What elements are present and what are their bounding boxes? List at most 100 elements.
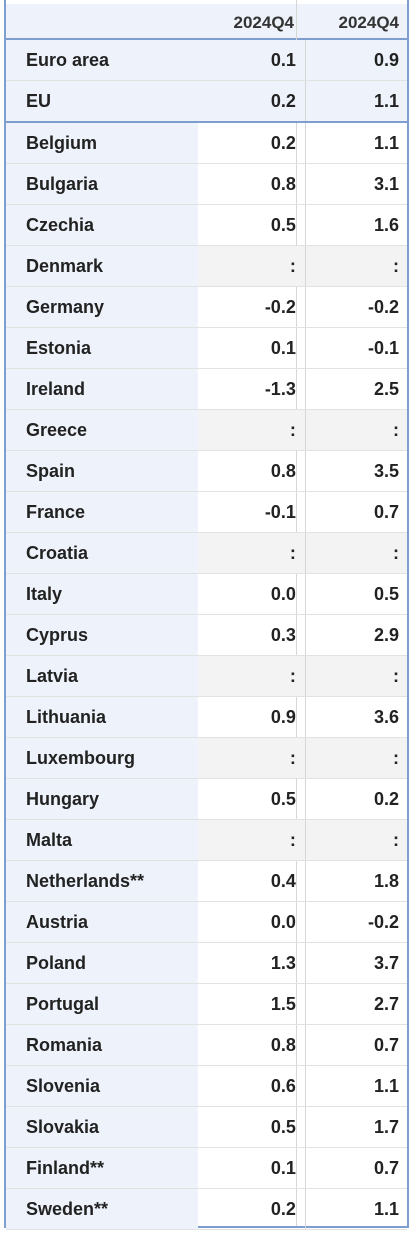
country-cell: Sweden**: [6, 1188, 198, 1230]
value-cell-1: 0.3: [197, 614, 306, 656]
country-cell: Netherlands**: [6, 860, 198, 902]
table-row: Belgium 0.2 1.1: [6, 122, 407, 164]
table-row: Ireland -1.3 2.5: [6, 368, 407, 410]
table-row: Spain 0.8 3.5: [6, 450, 407, 492]
country-cell: Poland: [6, 942, 198, 984]
table-row: Italy 0.0 0.5: [6, 573, 407, 615]
table-row: Finland** 0.1 0.7: [6, 1147, 407, 1189]
value-cell-1: -1.3: [197, 368, 306, 410]
value-cell-1: 0.2: [197, 1188, 306, 1230]
value-cell-2: 3.5: [304, 450, 407, 492]
table-row: Sweden** 0.2 1.1: [6, 1188, 407, 1230]
value-cell-1: 0.1: [197, 327, 306, 369]
value-cell-1: -0.1: [197, 491, 306, 533]
value-cell-1: 0.1: [197, 1147, 306, 1189]
value-cell-1: 0.8: [197, 450, 306, 492]
value-cell-1: 0.6: [197, 1065, 306, 1107]
country-cell: Hungary: [6, 778, 198, 820]
value-cell-2: 3.7: [304, 942, 407, 984]
table-row: Euro area 0.1 0.9: [6, 40, 407, 81]
value-cell-2: 0.7: [304, 1147, 407, 1189]
table-row: Latvia::: [6, 655, 407, 697]
table-row: Slovenia 0.6 1.1: [6, 1065, 407, 1107]
value-cell-2: -0.2: [304, 901, 407, 943]
top-strip: [6, 0, 407, 4]
value-cell-1: 0.5: [197, 778, 306, 820]
value-cell-1: 1.5: [197, 983, 306, 1025]
value-cell-1: 0.0: [197, 901, 306, 943]
table-row: Austria 0.0 -0.2: [6, 901, 407, 943]
country-cell: Belgium: [6, 122, 198, 164]
table-row: Croatia::: [6, 532, 407, 574]
value-cell-1: 0.9: [197, 696, 306, 738]
table-row: Slovakia 0.5 1.7: [6, 1106, 407, 1148]
value-cell-1: 0.5: [197, 204, 306, 246]
country-cell: France: [6, 491, 198, 533]
value-cell-2: 1.1: [304, 1188, 407, 1230]
country-cell: Slovakia: [6, 1106, 198, 1148]
value-cell-2: :: [304, 655, 407, 697]
value-cell-2: 1.8: [304, 860, 407, 902]
value-cell-2: 1.1: [304, 1065, 407, 1107]
table-row: EU 0.2 1.1: [6, 80, 407, 123]
value-cell-2: 0.5: [304, 573, 407, 615]
value-cell-2: 0.2: [304, 778, 407, 820]
table-header: 2024Q4 2024Q4: [6, 4, 407, 40]
table-row: Czechia 0.5 1.6: [6, 204, 407, 246]
value-cell-1: 0.8: [197, 163, 306, 205]
value-cell-2: :: [304, 409, 407, 451]
country-cell: Greece: [6, 409, 198, 451]
value-cell-2: :: [304, 532, 407, 574]
table-row: Portugal 1.5 2.7: [6, 983, 407, 1025]
country-cell: Italy: [6, 573, 198, 615]
value-cell-2: 2.9: [304, 614, 407, 656]
column-header-2: 2024Q4: [338, 13, 400, 32]
country-cell: Croatia: [6, 532, 198, 574]
country-cell: Austria: [6, 901, 198, 943]
table-row: Greece::: [6, 409, 407, 451]
value-cell-2: 0.7: [304, 491, 407, 533]
country-cell: Estonia: [6, 327, 198, 369]
value-cell-2: 1.1: [304, 122, 407, 164]
country-cell: Finland**: [6, 1147, 198, 1189]
country-cell: Cyprus: [6, 614, 198, 656]
value-cell-1: :: [197, 245, 306, 287]
country-cell: Luxembourg: [6, 737, 198, 779]
value-cell-2: -0.1: [304, 327, 407, 369]
value-cell-1: :: [197, 409, 306, 451]
table-row: Poland 1.3 3.7: [6, 942, 407, 984]
country-cell: Lithuania: [6, 696, 198, 738]
value-cell-2: 2.7: [304, 983, 407, 1025]
value-cell-2: 1.1: [304, 80, 407, 123]
table-row: Bulgaria 0.8 3.1: [6, 163, 407, 205]
value-cell-2: -0.2: [304, 286, 407, 328]
value-cell-1: :: [197, 819, 306, 861]
data-table-frame: 2024Q4 2024Q4 Euro area 0.1 0.9 EU 0.2 1.1 Bel…: [4, 0, 409, 1230]
value-cell-2: 1.7: [304, 1106, 407, 1148]
table-row: Luxembourg::: [6, 737, 407, 779]
value-cell-1: :: [197, 655, 306, 697]
value-cell-1: :: [197, 737, 306, 779]
value-cell-1: 0.2: [197, 80, 306, 123]
data-table: Euro area 0.1 0.9 EU 0.2 1.1 Belgium 0.2 1.1 Bulg…: [6, 40, 407, 1230]
table-row: France -0.1 0.7: [6, 491, 407, 533]
country-cell: Malta: [6, 819, 198, 861]
table-row: Malta::: [6, 819, 407, 861]
value-cell-1: 0.2: [197, 122, 306, 164]
value-cell-1: 0.0: [197, 573, 306, 615]
country-cell: Latvia: [6, 655, 198, 697]
table-row: Romania 0.8 0.7: [6, 1024, 407, 1066]
column-header-1: 2024Q4: [233, 13, 295, 32]
country-cell: Bulgaria: [6, 163, 198, 205]
table-row: Estonia 0.1 -0.1: [6, 327, 407, 369]
value-cell-2: 2.5: [304, 368, 407, 410]
value-cell-1: 1.3: [197, 942, 306, 984]
value-cell-1: 0.1: [197, 40, 306, 81]
country-cell: Ireland: [6, 368, 198, 410]
table-row: Cyprus 0.3 2.9: [6, 614, 407, 656]
country-cell: Germany: [6, 286, 198, 328]
value-cell-2: :: [304, 737, 407, 779]
country-cell: Romania: [6, 1024, 198, 1066]
value-cell-1: :: [197, 532, 306, 574]
country-cell: Portugal: [6, 983, 198, 1025]
